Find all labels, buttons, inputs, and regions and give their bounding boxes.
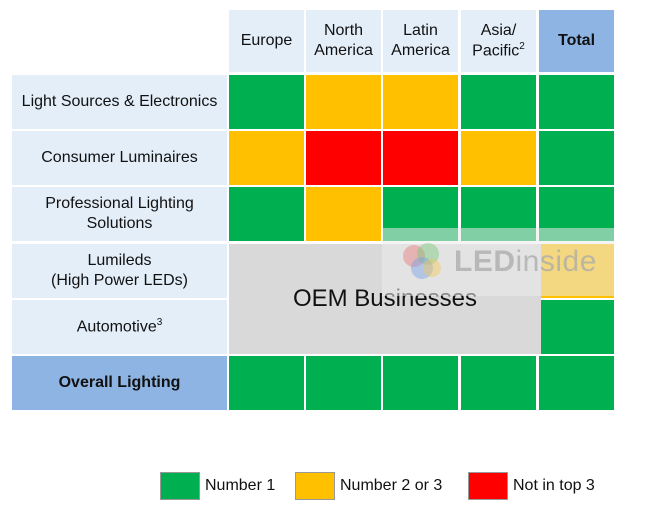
column-header: Asia/Pacific2 xyxy=(461,10,536,72)
ledinside-watermark: LEDinside xyxy=(382,228,614,296)
row-header: Automotive3 xyxy=(12,300,227,354)
status-cell xyxy=(306,187,381,241)
row-header: Consumer Luminaires xyxy=(12,131,227,185)
row-header: Lumileds (High Power LEDs) xyxy=(12,244,227,298)
column-header: Europe xyxy=(229,10,304,72)
legend-label: Not in top 3 xyxy=(513,477,595,494)
footnote-marker: 2 xyxy=(519,40,525,52)
row-header-line: Automotive3 xyxy=(76,316,163,336)
status-cell xyxy=(461,356,536,410)
row-header-line: Solutions xyxy=(86,215,153,232)
column-header-line: Latin xyxy=(403,22,438,39)
column-header-line: North xyxy=(323,22,364,39)
legend-swatch xyxy=(295,472,335,500)
row-header: Light Sources & Electronics xyxy=(12,75,227,129)
legend-label: Number 1 xyxy=(205,477,276,494)
ledinside-logo-icon xyxy=(403,243,441,279)
status-cell xyxy=(539,75,614,129)
status-cell xyxy=(383,131,458,185)
status-cell xyxy=(306,131,381,185)
status-cell xyxy=(229,356,304,410)
column-header: Latin America xyxy=(383,10,458,72)
status-cell xyxy=(229,187,304,241)
column-header: North America xyxy=(306,10,381,72)
column-header-line: America xyxy=(391,42,450,59)
status-cell xyxy=(383,356,458,410)
status-cell xyxy=(383,75,458,129)
status-cell xyxy=(229,131,304,185)
row-header-line: Overall Lighting xyxy=(58,374,181,391)
row-header: Professional Lighting Solutions xyxy=(12,187,227,241)
legend-label: Number 2 or 3 xyxy=(340,477,443,494)
row-header-line: Lumileds xyxy=(87,252,152,269)
status-cell xyxy=(539,131,614,185)
column-header-line: Total xyxy=(557,32,596,49)
row-header: Overall Lighting xyxy=(12,356,227,410)
row-header-line: (High Power LEDs) xyxy=(51,272,188,289)
status-cell xyxy=(306,356,381,410)
status-cell xyxy=(306,75,381,129)
column-header-line: Asia/ xyxy=(480,21,517,39)
row-header-line: Light Sources & Electronics xyxy=(21,93,218,110)
row-header-line: Consumer Luminaires xyxy=(41,149,198,166)
status-cell xyxy=(461,131,536,185)
status-cell xyxy=(229,75,304,129)
status-cell xyxy=(461,75,536,129)
column-header-line: Pacific2 xyxy=(472,40,525,60)
column-header-line: America xyxy=(314,42,373,59)
column-header-line: Europe xyxy=(240,32,293,49)
watermark-text: LEDinside xyxy=(454,245,597,278)
legend-swatch xyxy=(468,472,508,500)
column-header: Total xyxy=(539,10,614,72)
status-cell xyxy=(539,356,614,410)
legend-swatch xyxy=(160,472,200,500)
footnote-marker: 3 xyxy=(156,316,163,328)
row-header-line: Professional Lighting xyxy=(45,195,194,212)
status-cell xyxy=(539,300,614,354)
